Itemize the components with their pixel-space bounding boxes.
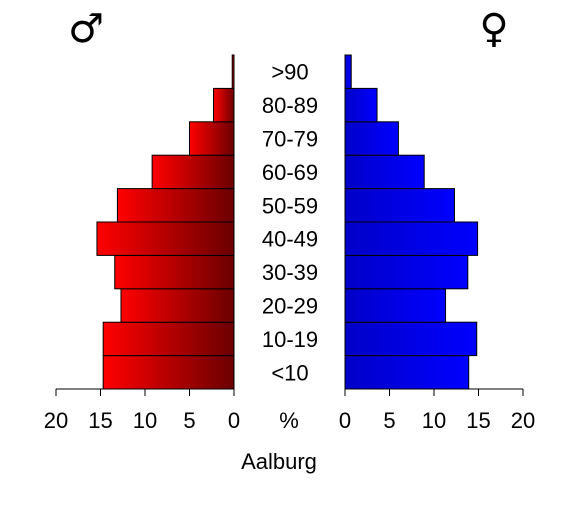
male-bar-8 [213, 87, 235, 123]
percent-unit-label: % [279, 408, 299, 433]
male-bar-2 [120, 288, 235, 323]
age-group-label-7: 70-79 [262, 127, 318, 152]
female-x-axis: 0 5 10 15 20 [339, 388, 535, 433]
female-bar-5 [344, 188, 455, 223]
female-tick-label-1: 5 [383, 408, 395, 433]
female-bars [344, 54, 479, 390]
female-bar-4 [344, 221, 479, 256]
female-bar-1 [344, 321, 478, 357]
female-tick-label-4: 20 [511, 408, 535, 433]
male-bars [96, 54, 235, 390]
female-bar-2 [344, 288, 447, 323]
age-group-label-4: 40-49 [262, 227, 318, 252]
age-group-label-2: 20-29 [262, 294, 318, 319]
female-bar-6 [344, 154, 425, 190]
female-bar-8 [344, 87, 378, 123]
female-tick-label-0: 0 [339, 408, 351, 433]
female-bar-3 [344, 254, 469, 290]
male-bar-3 [114, 254, 235, 290]
male-tick-label-3: 5 [183, 408, 195, 433]
female-symbol-icon: ♀ [479, 6, 508, 52]
male-tick-label-0: 20 [44, 408, 68, 433]
male-bar-7 [189, 121, 235, 156]
male-bar-9 [231, 54, 235, 89]
male-bar-1 [102, 321, 235, 357]
male-tick-label-4: 0 [228, 408, 240, 433]
male-bar-6 [151, 154, 235, 190]
male-x-axis: 20 15 10 5 0 [44, 388, 240, 433]
x-axis-title: Aalburg [241, 449, 317, 474]
male-symbol-icon: ♂ [68, 6, 104, 52]
female-tick-label-3: 15 [466, 408, 490, 433]
age-group-label-5: 50-59 [262, 193, 318, 218]
male-tick-label-1: 15 [88, 408, 112, 433]
age-group-label-3: 30-39 [262, 260, 318, 285]
male-bar-5 [116, 188, 235, 223]
female-bar-7 [344, 121, 399, 156]
female-bar-0 [344, 355, 470, 390]
age-group-label-0: <10 [271, 360, 308, 385]
male-bar-0 [102, 355, 235, 390]
age-group-label-9: >90 [271, 60, 308, 85]
female-tick-label-2: 10 [422, 408, 446, 433]
age-group-label-1: 10-19 [262, 327, 318, 352]
age-group-labels: <10 10-19 20-29 30-39 40-49 50-59 60-69 70-79 80… [262, 60, 318, 386]
male-tick-label-2: 10 [133, 408, 157, 433]
male-bar-4 [96, 221, 235, 256]
age-group-label-8: 80-89 [262, 93, 318, 118]
age-group-label-6: 60-69 [262, 160, 318, 185]
female-bar-9 [344, 54, 352, 89]
